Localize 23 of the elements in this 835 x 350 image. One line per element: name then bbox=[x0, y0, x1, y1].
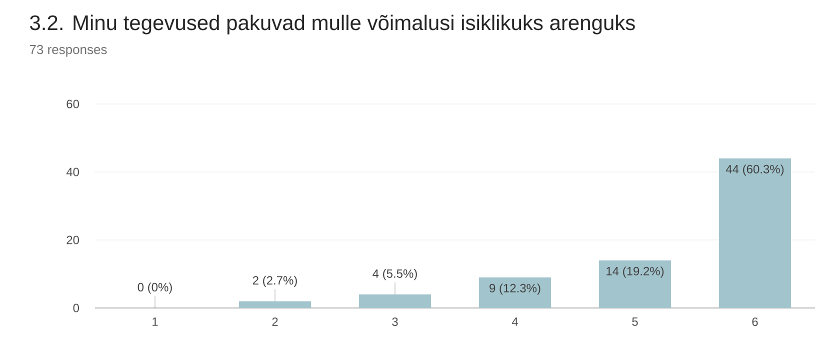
x-tick-label: 2 bbox=[272, 318, 278, 326]
data-label: 4 (5.5%) bbox=[372, 269, 417, 280]
data-label: 0 (0%) bbox=[138, 282, 172, 294]
x-tick-label: 6 bbox=[752, 318, 758, 326]
y-tick-label: 40 bbox=[66, 168, 80, 176]
x-tick-label: 1 bbox=[152, 318, 158, 326]
chart-subtitle: 73 responses bbox=[30, 44, 107, 57]
x-tick-label: 4 bbox=[512, 318, 518, 326]
bar bbox=[718, 158, 791, 308]
data-label: 14 (19.2%) bbox=[606, 266, 664, 278]
x-tick-label: 5 bbox=[632, 318, 638, 326]
y-tick-label: 60 bbox=[66, 100, 80, 108]
data-label: 9 (12.3%) bbox=[490, 284, 540, 295]
bar bbox=[359, 294, 432, 308]
data-label: 44 (60.3%) bbox=[726, 164, 784, 176]
chart-title: 3.2. Minu tegevused pakuvad mulle võimalusi isiklikuks arenguks bbox=[30, 14, 635, 34]
x-tick-label: 3 bbox=[392, 318, 398, 326]
bar bbox=[599, 260, 671, 308]
bar bbox=[239, 301, 312, 308]
y-tick-label: 20 bbox=[66, 236, 80, 244]
data-label: 2 (2.7%) bbox=[252, 276, 297, 287]
y-tick-label: 0 bbox=[73, 304, 80, 312]
bar bbox=[479, 277, 551, 308]
